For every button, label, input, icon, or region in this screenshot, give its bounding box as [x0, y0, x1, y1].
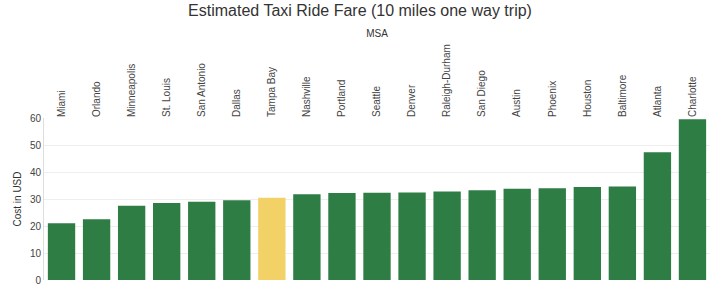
svg-text:30: 30: [30, 194, 42, 205]
svg-text:40: 40: [30, 167, 42, 178]
svg-text:Dallas: Dallas: [231, 89, 242, 117]
svg-text:60: 60: [30, 113, 42, 124]
svg-text:San Antonio: San Antonio: [196, 63, 207, 117]
svg-text:Phoenix: Phoenix: [547, 81, 558, 117]
svg-text:Austin: Austin: [511, 89, 522, 117]
svg-text:20: 20: [30, 221, 42, 232]
svg-text:50: 50: [30, 140, 42, 151]
svg-text:10: 10: [30, 248, 42, 259]
svg-text:Estimated Taxi Ride Fare (10 m: Estimated Taxi Ride Fare (10 miles one w…: [188, 2, 532, 19]
svg-text:Portland: Portland: [336, 80, 347, 117]
svg-text:MSA: MSA: [366, 28, 388, 39]
svg-text:Minneapolis: Minneapolis: [126, 64, 137, 117]
svg-text:Charlotte: Charlotte: [687, 76, 698, 117]
svg-text:Cost in USD: Cost in USD: [12, 171, 23, 226]
svg-text:Nashville: Nashville: [301, 76, 312, 117]
svg-text:Houston: Houston: [582, 80, 593, 117]
svg-text:Seattle: Seattle: [371, 85, 382, 117]
svg-text:0: 0: [35, 275, 41, 286]
svg-text:Miami: Miami: [56, 90, 67, 117]
svg-text:St. Louis: St. Louis: [161, 78, 172, 117]
svg-text:Denver: Denver: [406, 84, 417, 117]
svg-text:Raleigh-Durham: Raleigh-Durham: [441, 44, 452, 117]
svg-text:Baltimore: Baltimore: [617, 74, 628, 117]
svg-text:Tampa Bay: Tampa Bay: [266, 67, 277, 117]
svg-text:Orlando: Orlando: [91, 81, 102, 117]
svg-text:Atlanta: Atlanta: [652, 85, 663, 117]
svg-text:San Diego: San Diego: [476, 70, 487, 117]
